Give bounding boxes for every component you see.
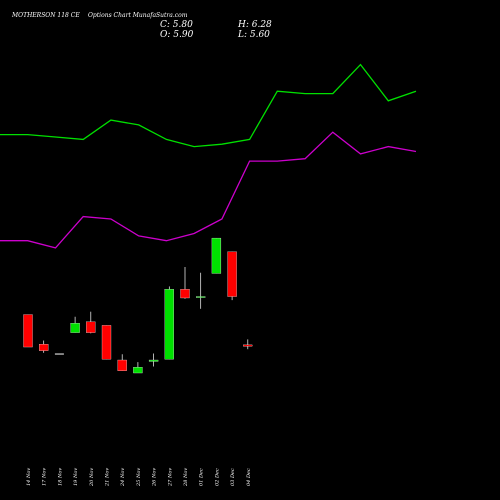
chart-subtitle: Options Chart MunafaSutra.com	[88, 12, 188, 19]
candle-body	[117, 359, 127, 371]
candle-body	[196, 296, 206, 298]
x-tick-label: 26 Nov	[152, 468, 158, 487]
candle-body	[164, 289, 174, 360]
indicator-lines	[0, 63, 417, 249]
x-tick-label: 17 Nov	[42, 468, 48, 486]
candle-body	[86, 321, 96, 333]
candle-body	[243, 344, 253, 347]
candle-body	[101, 325, 112, 360]
close-value: C: 5.80	[160, 20, 193, 30]
candle-body	[211, 237, 222, 274]
x-tick-label: 02 Dec	[214, 468, 220, 486]
x-tick-label: 20 Nov	[89, 468, 95, 487]
low-value: L: 5.60	[237, 30, 270, 40]
x-tick-label: 24 Nov	[120, 468, 126, 487]
chart-title: MOTHERSON 118 CE	[11, 12, 80, 19]
x-tick-label: 27 Nov	[167, 468, 173, 487]
candle-body	[180, 289, 190, 299]
x-tick-label: 18 Nov	[57, 468, 63, 486]
candle-body	[227, 251, 237, 297]
open-value: O: 5.90	[160, 30, 194, 40]
x-tick-label: 25 Nov	[136, 468, 142, 487]
indicator-line-2	[0, 131, 417, 249]
candles	[23, 237, 253, 374]
x-tick-label: 01 Dec	[199, 468, 205, 486]
x-tick-label: 28 Nov	[183, 468, 189, 487]
indicator-line-1	[0, 63, 417, 148]
x-tick-label: 04 Dec	[246, 468, 252, 486]
x-tick-label: 14 Nov	[26, 468, 32, 486]
chart-header: MOTHERSON 118 CE Options Chart MunafaSut…	[11, 12, 272, 40]
x-tick-label: 19 Nov	[73, 468, 79, 486]
candle-body	[39, 343, 49, 351]
candle-body	[70, 323, 80, 333]
candle-body	[54, 353, 64, 355]
candle-body	[148, 359, 159, 362]
high-value: H: 6.28	[237, 20, 272, 30]
x-axis-labels: 14 Nov 17 Nov 18 Nov 19 Nov 20 Nov 21 Nov 24 N…	[26, 468, 252, 487]
candle-body	[23, 314, 33, 348]
candle-body	[133, 367, 143, 374]
x-tick-label: 03 Dec	[230, 468, 236, 486]
x-tick-label: 21 Nov	[105, 468, 111, 487]
